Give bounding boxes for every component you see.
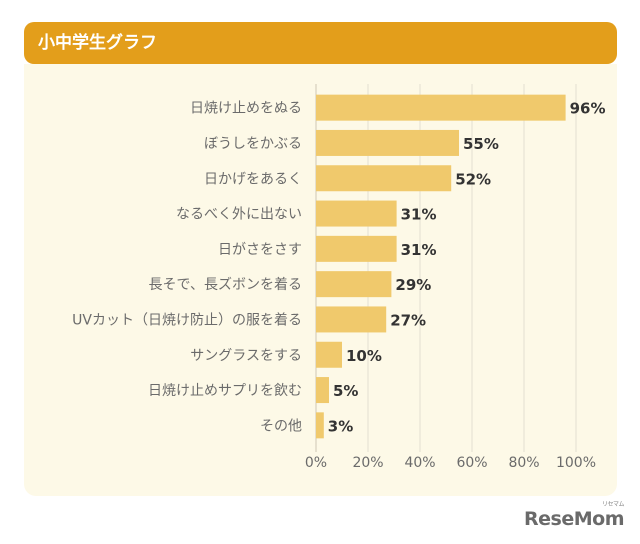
value-label: 27% (390, 311, 426, 329)
x-tick-label: 100% (556, 455, 596, 471)
x-tick-label: 40% (404, 455, 435, 471)
value-label: 10% (346, 347, 382, 365)
logo-text: ReseMom (524, 508, 624, 530)
bar (316, 235, 397, 262)
value-label: 52% (455, 170, 491, 188)
category-label: 日かげをあるく (204, 171, 302, 187)
category-label: 日がさをさす (218, 242, 302, 258)
bar (316, 200, 397, 227)
value-label: 96% (570, 100, 606, 118)
x-tick-label: 60% (456, 455, 487, 471)
value-label: 3% (328, 417, 353, 435)
value-label: 55% (463, 135, 499, 153)
category-label: 長そで、長ズボンを着る (149, 277, 302, 293)
bar (316, 165, 452, 192)
chart-panel: 日焼け止めをぬる 96% ぼうしをかぶる 55% 日かげをあるく 52% なるべく外に出ない… (24, 64, 617, 496)
x-tick-label: 80% (508, 455, 539, 471)
category-label: ぼうしをかぶる (204, 136, 302, 152)
chart-header: 小中学生グラフ (24, 22, 617, 64)
category-label: UVカット（日焼け防止）の服を着る (72, 312, 302, 328)
bar (316, 412, 324, 439)
x-tick-label: 0% (305, 455, 327, 471)
category-label: 日焼け止めをぬる (190, 101, 302, 117)
category-label: 日焼け止めサプリを飲む (148, 383, 302, 399)
chart-title: 小中学生グラフ (38, 33, 157, 53)
value-label: 31% (401, 206, 437, 224)
value-label: 31% (401, 241, 437, 259)
value-label: 5% (333, 382, 358, 400)
bar (316, 341, 342, 368)
logo-subtext: リセマム (601, 501, 625, 508)
bar (316, 271, 392, 298)
bar (316, 94, 566, 121)
bar (316, 129, 459, 156)
x-tick-label: 20% (352, 455, 383, 471)
value-label: 29% (395, 276, 431, 294)
category-label: なるべく外に出ない (176, 207, 302, 223)
category-label: サングラスをする (190, 348, 302, 364)
bar (316, 377, 329, 404)
bar-chart: 日焼け止めをぬる 96% ぼうしをかぶる 55% 日かげをあるく 52% なるべく外に出ない… (72, 84, 606, 471)
bar (316, 306, 387, 333)
category-label: その他 (260, 418, 302, 434)
resemom-logo: ReseMom リセマム (524, 501, 624, 536)
